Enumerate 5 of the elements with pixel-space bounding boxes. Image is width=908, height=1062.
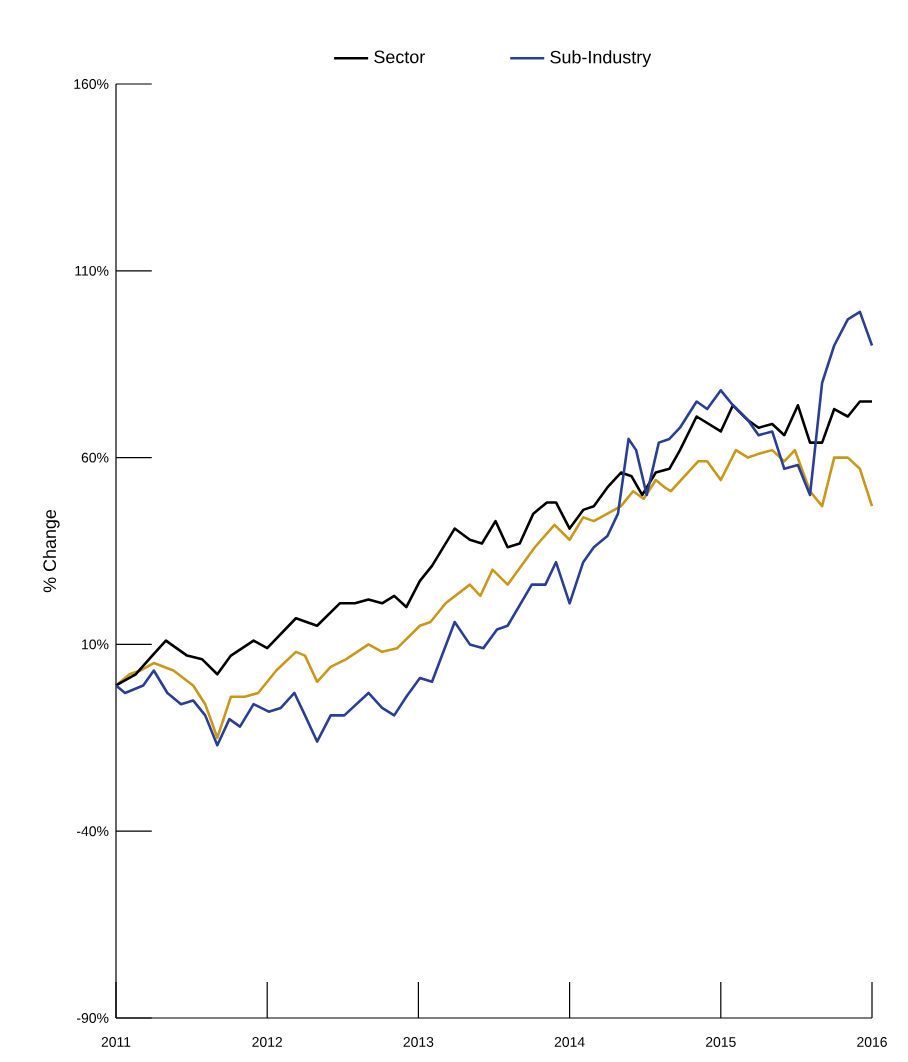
- line-series: [114, 310, 874, 747]
- y-axis-title: % Change: [42, 509, 60, 593]
- line-series: [114, 448, 874, 740]
- legend-label: Sub-Industry: [550, 50, 652, 68]
- legend-label: Sector: [374, 50, 425, 64]
